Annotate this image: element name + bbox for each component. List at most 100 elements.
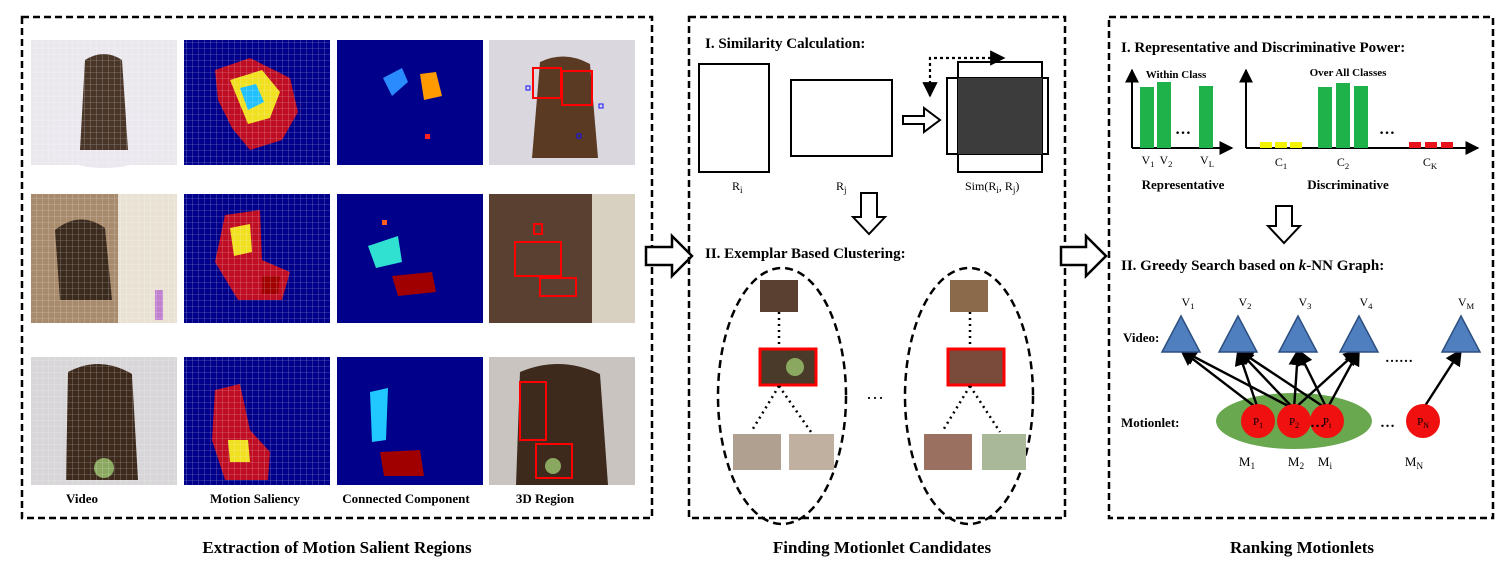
down-arrow-3 bbox=[1265, 205, 1303, 245]
ri-label: Ri bbox=[732, 179, 743, 195]
motion-saliency-map bbox=[184, 357, 330, 485]
cluster-exemplar bbox=[946, 347, 1006, 387]
video-node bbox=[1160, 314, 1202, 353]
video-row-label: Video: bbox=[1123, 330, 1159, 345]
connected-component-map bbox=[337, 357, 483, 485]
video-node-label: V4 bbox=[1360, 295, 1374, 311]
motionlet-node-label: P1 bbox=[1253, 416, 1263, 430]
cluster-member bbox=[982, 434, 1026, 470]
within-class-chart bbox=[1125, 68, 1234, 155]
column-label: Connected Component bbox=[342, 491, 470, 506]
graph-edge bbox=[1325, 348, 1361, 410]
class-bar bbox=[1409, 142, 1421, 148]
video-thumbnail bbox=[31, 357, 177, 485]
video-node bbox=[1217, 314, 1259, 353]
3d-region-frame bbox=[489, 357, 635, 485]
classes-ellipsis: … bbox=[1379, 121, 1395, 138]
class-bar bbox=[1275, 142, 1287, 148]
video-node-label: VM bbox=[1458, 295, 1475, 311]
motionlet-row-label: Motionlet: bbox=[1121, 415, 1179, 430]
cluster-member bbox=[924, 434, 972, 470]
node-ellipsis: … bbox=[1380, 415, 1395, 431]
shift-arrow bbox=[922, 50, 1006, 98]
3d-region-frame bbox=[489, 194, 635, 323]
column-label: Video bbox=[66, 491, 98, 506]
region-ri-box bbox=[698, 63, 770, 173]
video-node bbox=[1277, 314, 1319, 353]
video-node bbox=[1440, 314, 1482, 353]
video-node-label: V3 bbox=[1299, 295, 1312, 311]
motion-saliency-map bbox=[184, 194, 330, 323]
knn-graph: V1 V2 V3 V4 VMP1M1P2M2PiMiPNMN…… bbox=[1160, 295, 1482, 472]
over-all-classes-chart bbox=[1239, 68, 1480, 155]
motionlet-m-label: Mi bbox=[1318, 454, 1333, 472]
class-bar bbox=[1354, 86, 1368, 148]
over-all-classes-label: Over All Classes bbox=[1310, 67, 1388, 79]
within-bar bbox=[1157, 82, 1171, 148]
v-tick-label: V1 bbox=[1142, 153, 1155, 169]
class-bar bbox=[1441, 142, 1453, 148]
motionlet-m-label: MN bbox=[1405, 454, 1424, 472]
video-node-label: V2 bbox=[1239, 295, 1252, 311]
transition-arrow-1 bbox=[644, 232, 694, 280]
class-bar bbox=[1425, 142, 1437, 148]
motionlet-node bbox=[1241, 404, 1275, 438]
v-tick-labels: V1 V2 VL bbox=[1142, 153, 1214, 169]
column-label: Motion Saliency bbox=[210, 491, 300, 506]
extraction-panel bbox=[20, 15, 654, 520]
region-rj-box bbox=[790, 79, 893, 157]
caption-finding: Finding Motionlet Candidates bbox=[773, 538, 992, 557]
similarity-title: I. Similarity Calculation: bbox=[705, 36, 865, 52]
within-class-label: Within Class bbox=[1146, 69, 1207, 81]
column-label: 3D Region bbox=[516, 491, 575, 506]
class-bar bbox=[1318, 87, 1332, 148]
cluster-member bbox=[760, 280, 798, 312]
clustering-title: II. Exemplar Based Clustering: bbox=[705, 246, 906, 262]
3d-region-frame bbox=[489, 40, 635, 165]
graph-edge bbox=[1236, 348, 1328, 411]
c-tick-label: C2 bbox=[1337, 155, 1349, 171]
cluster-ellipse bbox=[716, 266, 848, 526]
down-arrow-2 bbox=[850, 192, 888, 236]
similarity-arrow bbox=[902, 106, 942, 134]
video-thumbnail bbox=[31, 40, 177, 168]
v-tick-label: VL bbox=[1200, 153, 1214, 169]
transition-arrow-2 bbox=[1059, 232, 1108, 280]
motionlet-node-label: PN bbox=[1417, 416, 1429, 430]
ranking-panel bbox=[1107, 15, 1495, 520]
representative-label: Representative bbox=[1142, 177, 1225, 192]
graph-dots: …… bbox=[1385, 351, 1413, 366]
motionlet-m-label: M1 bbox=[1239, 454, 1256, 472]
c-tick-label: CK bbox=[1423, 155, 1438, 171]
class-bar bbox=[1336, 83, 1350, 148]
c-tick-label: C1 bbox=[1275, 155, 1287, 171]
cluster-ellipse bbox=[903, 266, 1035, 526]
graph-edge bbox=[1179, 348, 1295, 411]
motionlet-node bbox=[1406, 404, 1440, 438]
within-bar bbox=[1199, 86, 1213, 148]
motionlet-node-label: P2 bbox=[1289, 416, 1299, 430]
video-node bbox=[1338, 314, 1380, 353]
power-title: I. Representative and Discriminative Pow… bbox=[1121, 40, 1405, 56]
sim-label: Sim(Ri, Rj) bbox=[965, 179, 1019, 195]
cluster-member bbox=[789, 434, 834, 470]
motionlet-m-label: M2 bbox=[1288, 454, 1305, 472]
cluster-member bbox=[950, 280, 988, 312]
discriminative-label: Discriminative bbox=[1307, 177, 1389, 192]
greedy-title: II. Greedy Search based on k-NN Graph: bbox=[1121, 258, 1384, 274]
graph-edge bbox=[1421, 348, 1463, 410]
video-thumbnail bbox=[31, 194, 177, 323]
connected-component-map bbox=[337, 194, 483, 323]
video-node-label: V1 bbox=[1182, 295, 1195, 311]
cluster-member bbox=[733, 434, 781, 470]
motionlet-node bbox=[1277, 404, 1311, 438]
v-tick-label: V2 bbox=[1160, 153, 1173, 169]
caption-ranking: Ranking Motionlets bbox=[1230, 538, 1374, 557]
connected-component-map bbox=[337, 40, 483, 165]
caption-extraction: Extraction of Motion Salient Regions bbox=[202, 538, 472, 557]
motionlet-node bbox=[1310, 404, 1344, 438]
column-labels: Video Motion Saliency Connected Component 3… bbox=[66, 491, 575, 506]
node-ellipsis: … bbox=[1310, 415, 1325, 431]
motionlet-node-label: Pi bbox=[1323, 416, 1332, 430]
